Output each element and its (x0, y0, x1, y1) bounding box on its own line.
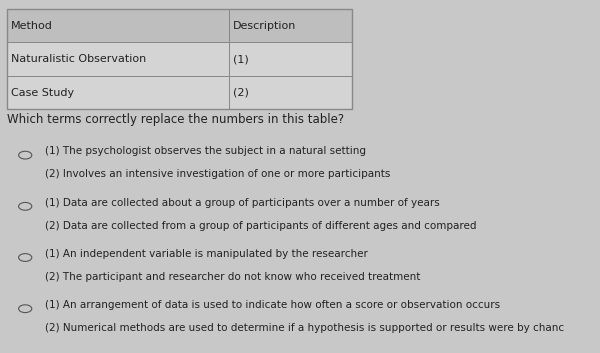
FancyBboxPatch shape (7, 76, 229, 109)
Text: (1) An arrangement of data is used to indicate how often a score or observation : (1) An arrangement of data is used to in… (45, 300, 500, 310)
Text: Which terms correctly replace the numbers in this table?: Which terms correctly replace the number… (7, 113, 344, 126)
Text: (1) The psychologist observes the subject in a natural setting: (1) The psychologist observes the subjec… (45, 146, 366, 156)
Text: (1): (1) (233, 54, 248, 64)
FancyBboxPatch shape (229, 42, 352, 76)
Text: Description: Description (233, 20, 296, 31)
FancyBboxPatch shape (7, 42, 229, 76)
Text: (1) An independent variable is manipulated by the researcher: (1) An independent variable is manipulat… (45, 249, 368, 259)
Text: (2) The participant and researcher do not know who received treatment: (2) The participant and researcher do no… (45, 272, 421, 282)
FancyBboxPatch shape (229, 9, 352, 42)
FancyBboxPatch shape (229, 76, 352, 109)
Text: (2): (2) (233, 88, 248, 98)
Text: Case Study: Case Study (11, 88, 74, 98)
Text: Method: Method (11, 20, 53, 31)
Text: (2) Involves an intensive investigation of one or more participants: (2) Involves an intensive investigation … (45, 169, 391, 179)
Text: Naturalistic Observation: Naturalistic Observation (11, 54, 146, 64)
Text: (1) Data are collected about a group of participants over a number of years: (1) Data are collected about a group of … (45, 198, 440, 208)
FancyBboxPatch shape (7, 9, 229, 42)
Text: (2) Data are collected from a group of participants of different ages and compar: (2) Data are collected from a group of p… (45, 221, 476, 231)
Text: (2) Numerical methods are used to determine if a hypothesis is supported or resu: (2) Numerical methods are used to determ… (45, 323, 564, 333)
